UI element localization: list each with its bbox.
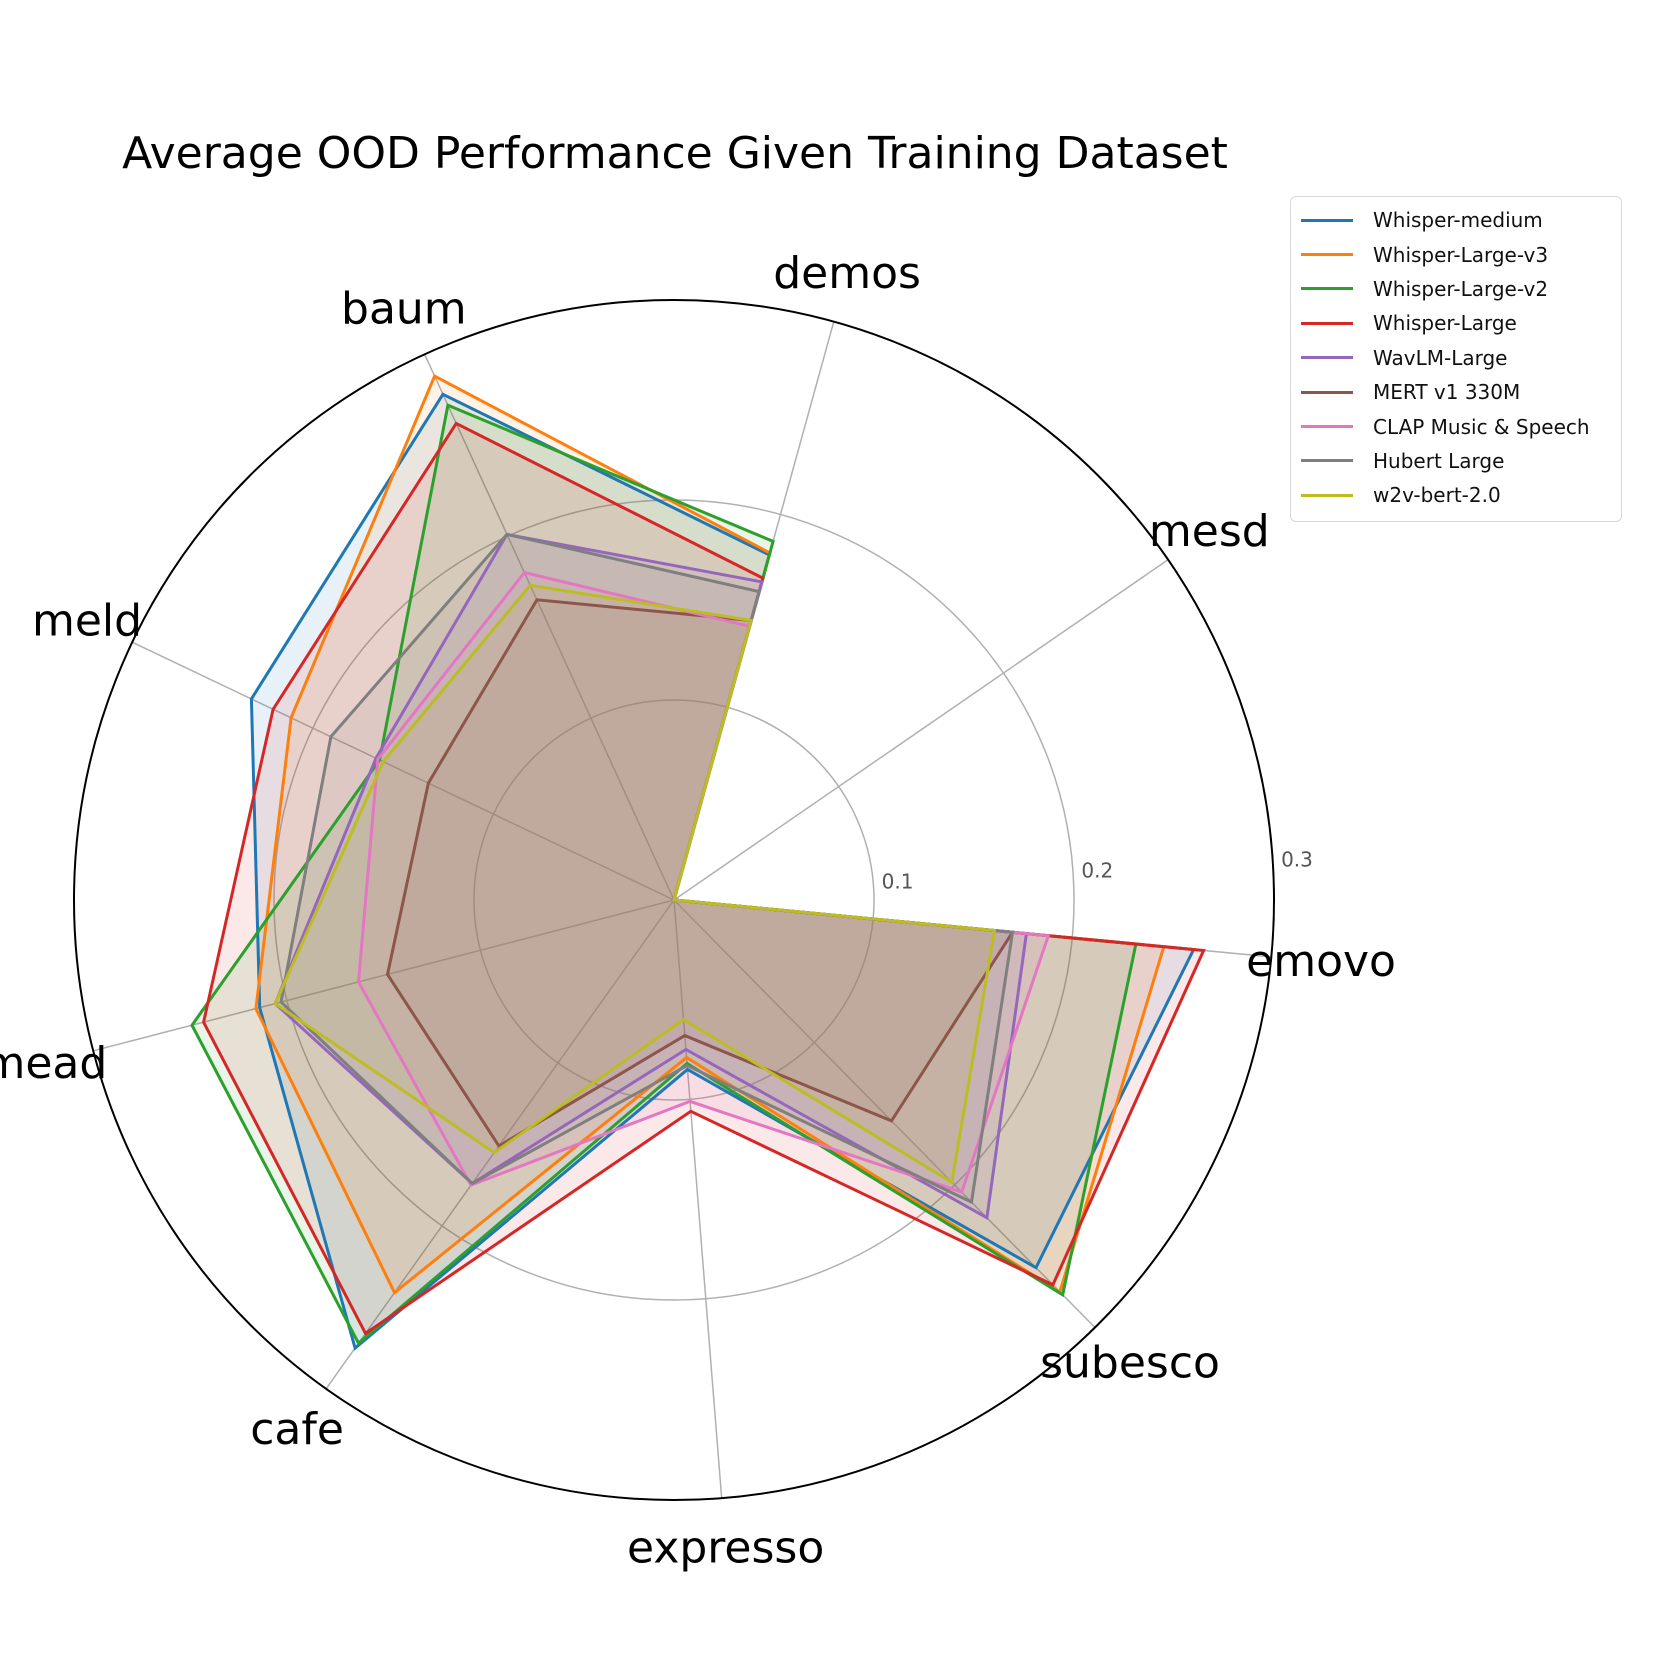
legend-label: Whisper-Large-v3 <box>1373 242 1549 267</box>
legend-swatch <box>1301 321 1353 325</box>
legend-item: CLAP Music & Speech <box>1301 409 1611 443</box>
legend-item: w2v-bert-2.0 <box>1301 478 1611 512</box>
axis-label-mead: mead <box>0 1038 107 1089</box>
spoke-mead <box>93 899 675 1052</box>
legend-label: Hubert Large <box>1373 448 1505 473</box>
legend-label: Whisper-medium <box>1373 208 1543 233</box>
series-fill-6 <box>358 572 1049 1193</box>
legend-label: MERT v1 330M <box>1373 380 1521 405</box>
spoke-mesd <box>673 559 1169 901</box>
series-fill-5 <box>387 599 1013 1146</box>
series-line-8 <box>273 583 997 1185</box>
axis-label-subesco: subesco <box>1040 1338 1220 1389</box>
radar-labels: 0.1 0.2 0.3 emovo mesd demos baum meld mead cafe e… <box>0 248 1396 1573</box>
series-fill-0 <box>251 394 1194 1349</box>
spoke-meld <box>131 641 675 901</box>
legend-swatch <box>1301 459 1353 463</box>
axis-label-demos: demos <box>773 248 921 299</box>
legend-item: Whisper-Large-v2 <box>1301 272 1611 306</box>
axis-label-cafe: cafe <box>250 1404 344 1455</box>
spoke-expresso <box>673 899 723 1499</box>
legend-item: Whisper-Large-v3 <box>1301 237 1611 271</box>
legend-item: Whisper-Large <box>1301 306 1611 340</box>
axis-label-baum: baum <box>341 283 467 334</box>
legend-swatch <box>1301 390 1353 394</box>
legend-label: CLAP Music & Speech <box>1373 414 1590 439</box>
spoke-baum <box>423 353 675 901</box>
legend-label: Whisper-Large-v2 <box>1373 276 1549 301</box>
legend-swatch <box>1301 425 1353 429</box>
axis-label-emovo: emovo <box>1246 936 1396 987</box>
series-fill-4 <box>275 534 1027 1218</box>
legend-item: Hubert Large <box>1301 444 1611 478</box>
series-fill-3 <box>203 423 1204 1334</box>
radar-series <box>190 374 1206 1351</box>
legend-swatch <box>1301 493 1353 497</box>
series-fill-7 <box>281 534 1013 1203</box>
legend-label: Whisper-Large <box>1373 311 1517 336</box>
legend-item: WavLM-Large <box>1301 341 1611 375</box>
legend-swatch <box>1301 356 1353 360</box>
spoke-subesco <box>673 899 1096 1329</box>
legend-item: Whisper-medium <box>1301 203 1611 237</box>
series-fill-8 <box>275 585 995 1183</box>
axis-label-mesd: mesd <box>1149 506 1270 557</box>
series-fill-1 <box>255 376 1164 1293</box>
legend-swatch <box>1301 287 1353 291</box>
radial-tick-label-2: 0.3 <box>1281 848 1313 872</box>
axis-label-meld: meld <box>32 595 142 646</box>
radial-tick-label-0: 0.1 <box>882 870 914 894</box>
legend-item: MERT v1 330M <box>1301 375 1611 409</box>
axis-label-expresso: expresso <box>627 1522 824 1573</box>
chart-title: Average OOD Performance Given Training D… <box>122 128 1228 179</box>
radial-tick-label-1: 0.2 <box>1081 859 1113 883</box>
legend-swatch <box>1301 253 1353 257</box>
legend-label: WavLM-Large <box>1373 345 1508 370</box>
grid-circle-0 <box>473 699 875 1101</box>
outer-frame <box>73 299 1275 1501</box>
legend-label: w2v-bert-2.0 <box>1373 483 1501 508</box>
chart-legend: Whisper-medium Whisper-Large-v3 Whisper-La… <box>1290 196 1622 522</box>
legend-swatch <box>1301 218 1353 222</box>
